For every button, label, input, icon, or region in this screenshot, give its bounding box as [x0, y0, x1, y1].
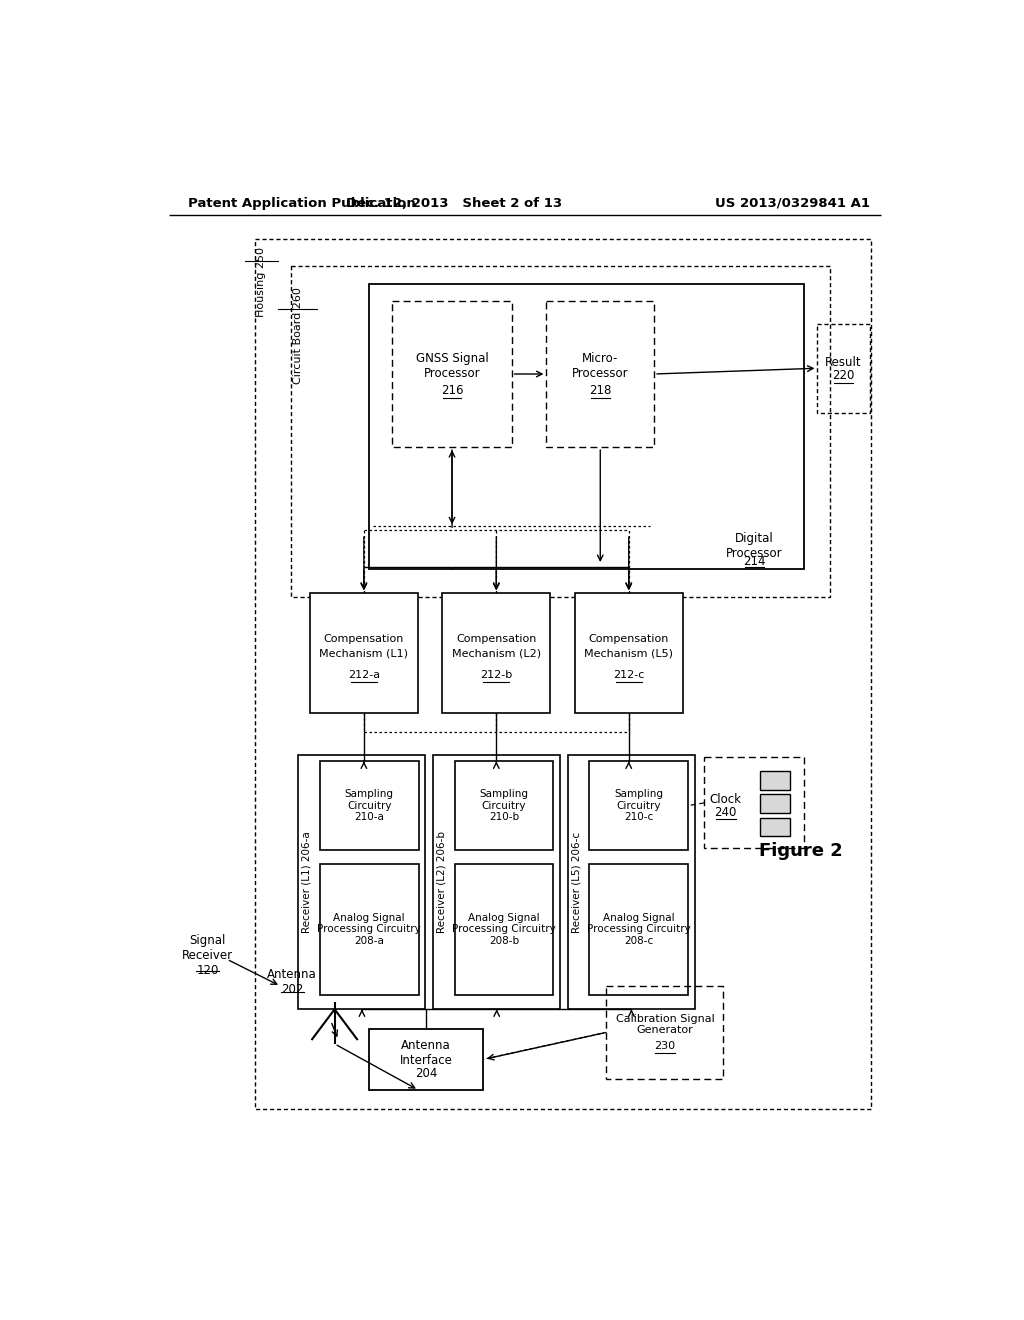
Text: 212-a: 212-a — [348, 669, 380, 680]
Text: Compensation: Compensation — [456, 635, 537, 644]
Text: Sampling
Circuitry
210-b: Sampling Circuitry 210-b — [479, 789, 528, 822]
Bar — [760, 795, 791, 813]
Bar — [370, 1028, 483, 1090]
Bar — [455, 762, 553, 850]
Bar — [547, 301, 654, 447]
Text: Mechanism (L2): Mechanism (L2) — [452, 648, 541, 659]
Text: 212-b: 212-b — [480, 669, 512, 680]
Bar — [760, 817, 791, 836]
Text: Circuit Board 260: Circuit Board 260 — [293, 286, 303, 384]
Bar — [310, 594, 418, 713]
Bar — [433, 755, 560, 1010]
Text: 218: 218 — [589, 384, 611, 397]
Text: Calibration Signal
Generator: Calibration Signal Generator — [615, 1014, 715, 1035]
Text: US 2013/0329841 A1: US 2013/0329841 A1 — [715, 197, 869, 210]
Text: Antenna
202: Antenna 202 — [267, 969, 317, 997]
Text: 220: 220 — [833, 370, 855, 383]
Bar — [705, 758, 804, 849]
Text: Sampling
Circuitry
210-a: Sampling Circuitry 210-a — [345, 789, 394, 822]
Bar — [392, 301, 512, 447]
Text: 204: 204 — [415, 1067, 437, 1080]
Text: 214: 214 — [743, 554, 766, 568]
Bar — [817, 323, 869, 412]
Bar — [370, 284, 804, 569]
Text: Micro-
Processor: Micro- Processor — [572, 352, 629, 380]
Text: Digital
Processor: Digital Processor — [726, 532, 782, 560]
Text: Clock: Clock — [710, 792, 741, 805]
Text: Receiver (L1) 206-a: Receiver (L1) 206-a — [302, 832, 312, 933]
Text: GNSS Signal
Processor: GNSS Signal Processor — [416, 352, 488, 380]
Text: 230: 230 — [654, 1041, 676, 1051]
Bar — [760, 771, 791, 789]
Bar — [442, 594, 550, 713]
Text: Dec. 12, 2013   Sheet 2 of 13: Dec. 12, 2013 Sheet 2 of 13 — [346, 197, 562, 210]
Text: Mechanism (L1): Mechanism (L1) — [319, 648, 409, 659]
Bar — [255, 239, 871, 1109]
Bar — [590, 863, 688, 995]
Bar — [568, 755, 695, 1010]
Bar — [590, 762, 688, 850]
Bar — [319, 863, 419, 995]
Text: Mechanism (L5): Mechanism (L5) — [585, 648, 673, 659]
Bar — [606, 986, 724, 1078]
Text: Receiver (L2) 206-b: Receiver (L2) 206-b — [436, 832, 446, 933]
Text: Compensation: Compensation — [324, 635, 404, 644]
Text: Antenna
Interface: Antenna Interface — [399, 1039, 453, 1067]
Text: Analog Signal
Processing Circuitry
208-c: Analog Signal Processing Circuitry 208-c — [587, 912, 690, 945]
Bar — [298, 755, 425, 1010]
Text: Housing 250: Housing 250 — [256, 247, 266, 317]
Text: Sampling
Circuitry
210-c: Sampling Circuitry 210-c — [614, 789, 664, 822]
Text: 212-c: 212-c — [613, 669, 644, 680]
Text: Figure 2: Figure 2 — [759, 842, 843, 861]
Text: 240: 240 — [715, 805, 737, 818]
Text: Analog Signal
Processing Circuitry
208-b: Analog Signal Processing Circuitry 208-b — [453, 912, 556, 945]
Text: Compensation: Compensation — [589, 635, 669, 644]
Bar — [574, 594, 683, 713]
Text: Receiver (L5) 206-c: Receiver (L5) 206-c — [571, 832, 582, 933]
Text: 216: 216 — [440, 384, 463, 397]
Bar — [455, 863, 553, 995]
Text: Signal
Receiver
120: Signal Receiver 120 — [182, 933, 233, 977]
Bar — [291, 267, 829, 597]
Bar — [319, 762, 419, 850]
Text: Result: Result — [825, 355, 862, 368]
Text: Analog Signal
Processing Circuitry
208-a: Analog Signal Processing Circuitry 208-a — [317, 912, 421, 945]
Text: Patent Application Publication: Patent Application Publication — [188, 197, 416, 210]
